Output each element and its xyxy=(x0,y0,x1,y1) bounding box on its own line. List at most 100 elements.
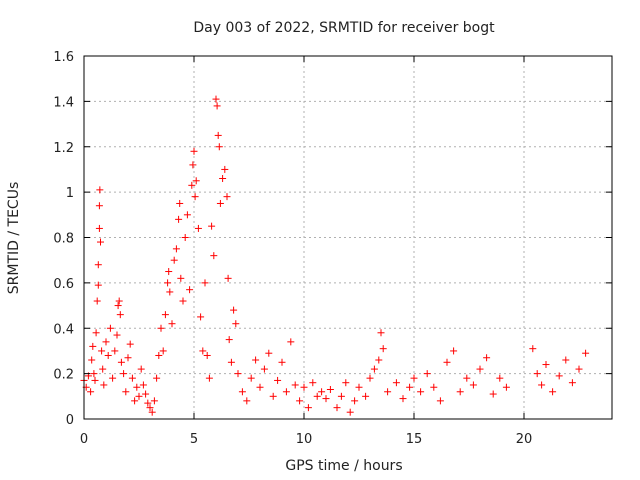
data-point xyxy=(188,181,196,189)
data-point xyxy=(313,392,321,400)
tick-marks: 0 0.2 0.4 0.6 0.8 1 1.2 1.4 1.6 0 5 10 15 20 xyxy=(53,50,612,447)
axes xyxy=(83,55,613,420)
data-point xyxy=(159,347,167,355)
data-point xyxy=(300,383,308,391)
data-point xyxy=(155,351,163,359)
x-tick-label: 20 xyxy=(516,432,533,447)
data-point xyxy=(95,202,103,210)
data-point xyxy=(443,358,451,366)
data-point xyxy=(120,370,128,378)
data-point xyxy=(529,345,537,353)
data-point xyxy=(538,381,546,389)
data-point xyxy=(194,224,202,232)
data-point xyxy=(96,186,104,194)
data-point xyxy=(224,274,232,282)
data-point xyxy=(399,395,407,403)
data-point xyxy=(384,388,392,396)
data-point xyxy=(366,374,374,382)
data-point xyxy=(375,356,383,364)
data-point xyxy=(124,354,132,362)
data-point xyxy=(213,102,221,110)
plot-frame xyxy=(83,55,613,420)
data-point xyxy=(111,347,119,355)
data-point xyxy=(406,383,414,391)
data-point xyxy=(238,388,246,396)
data-point xyxy=(94,281,102,289)
data-point xyxy=(265,349,273,357)
data-point xyxy=(93,297,101,305)
data-point xyxy=(99,365,107,373)
data-point xyxy=(175,215,183,223)
data-point xyxy=(161,311,169,319)
data-point xyxy=(106,324,114,332)
data-point xyxy=(199,347,207,355)
data-point xyxy=(189,161,197,169)
data-point xyxy=(128,374,136,382)
data-point xyxy=(109,374,117,382)
data-point xyxy=(186,286,194,294)
data-point xyxy=(87,388,95,396)
data-point xyxy=(309,379,317,387)
data-point xyxy=(88,356,96,364)
data-point xyxy=(260,365,268,373)
data-point xyxy=(256,383,264,391)
data-point xyxy=(304,404,312,412)
data-point xyxy=(456,388,464,396)
data-point xyxy=(351,397,359,405)
data-point xyxy=(436,397,444,405)
data-point xyxy=(172,245,180,253)
data-point xyxy=(176,199,184,207)
data-point xyxy=(549,388,557,396)
data-point xyxy=(234,370,242,378)
data-point xyxy=(100,381,108,389)
data-point xyxy=(392,379,400,387)
y-tick-label: 1.2 xyxy=(53,141,74,156)
data-point xyxy=(463,374,471,382)
data-point xyxy=(322,395,330,403)
data-point xyxy=(126,340,134,348)
data-point xyxy=(274,376,282,384)
data-point xyxy=(164,279,172,287)
x-tick-label: 10 xyxy=(296,432,313,447)
data-point xyxy=(115,297,123,305)
data-point xyxy=(333,404,341,412)
data-point xyxy=(89,342,97,350)
data-point xyxy=(102,338,110,346)
data-point xyxy=(168,320,176,328)
data-point xyxy=(104,351,112,359)
data-point xyxy=(337,392,345,400)
data-point xyxy=(201,279,209,287)
data-point xyxy=(575,365,583,373)
data-point xyxy=(90,370,98,378)
data-point xyxy=(142,390,150,398)
data-point xyxy=(232,320,240,328)
data-point xyxy=(483,354,491,362)
data-point xyxy=(91,376,99,384)
data-point xyxy=(122,388,130,396)
data-point xyxy=(282,388,290,396)
data-point xyxy=(153,374,161,382)
data-point xyxy=(170,256,178,264)
data-point xyxy=(247,374,255,382)
data-point xyxy=(98,347,106,355)
data-point xyxy=(355,383,363,391)
data-point xyxy=(296,397,304,405)
data-point xyxy=(326,386,334,394)
data-point xyxy=(252,356,260,364)
data-point xyxy=(287,338,295,346)
data-point xyxy=(410,374,418,382)
data-point xyxy=(190,147,198,155)
data-point xyxy=(166,288,174,296)
data-point xyxy=(215,143,223,151)
data-point xyxy=(131,397,139,405)
data-point xyxy=(582,349,590,357)
data-point xyxy=(379,345,387,353)
data-point xyxy=(542,361,550,369)
y-tick-label: 1 xyxy=(66,186,74,201)
x-tick-label: 15 xyxy=(406,432,423,447)
data-point xyxy=(555,372,563,380)
data-point xyxy=(269,392,277,400)
chart-title: Day 003 of 2022, SRMTID for receiver bog… xyxy=(193,20,495,36)
data-point xyxy=(116,311,124,319)
data-point xyxy=(450,347,458,355)
